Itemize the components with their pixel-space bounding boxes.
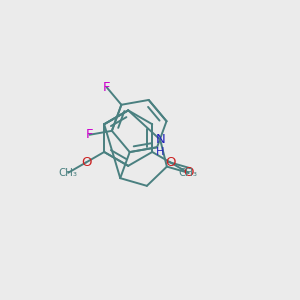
Text: N: N [155,133,165,146]
Text: F: F [103,81,110,94]
Text: H: H [156,147,164,157]
Text: O: O [81,156,92,169]
Text: F: F [86,128,93,141]
Text: O: O [165,156,175,169]
Text: CH₃: CH₃ [179,168,198,178]
Text: O: O [184,167,194,179]
Text: CH₃: CH₃ [58,168,78,178]
